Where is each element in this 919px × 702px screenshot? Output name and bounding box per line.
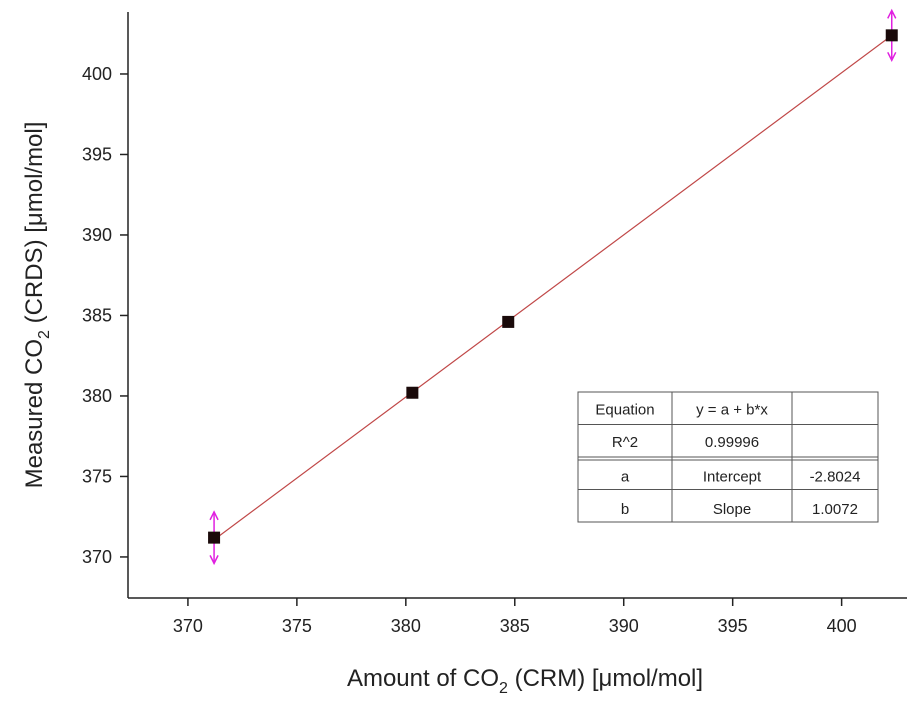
- x-axis-title-text: (CRM) [μmol/mol]: [508, 665, 703, 692]
- table-cell: Equation: [595, 401, 654, 418]
- table-cell: R^2: [612, 434, 638, 451]
- error-cap: [887, 51, 897, 62]
- x-axis-title: Amount of CO2 (CRM) [μmol/mol]: [347, 665, 703, 697]
- table-cell: 0.99996: [705, 434, 759, 451]
- point: [208, 531, 221, 544]
- y-tick-label: 390: [82, 225, 112, 245]
- y-tick-label: 385: [82, 305, 112, 325]
- error-cap: [209, 510, 219, 521]
- table-cell: y = a + b*x: [696, 401, 768, 418]
- x-tick-label: 380: [391, 616, 421, 636]
- table-cell: -2.8024: [810, 468, 861, 485]
- y-axis-title-text: (CRDS) [μmol/mol]: [21, 122, 48, 331]
- point: [502, 315, 515, 328]
- error-cap: [887, 8, 897, 19]
- x-tick-label: 370: [173, 616, 203, 636]
- point: [406, 386, 419, 399]
- y-tick-label: 395: [82, 144, 112, 164]
- y-axis-title-text: Measured CO: [21, 339, 48, 488]
- x-tick-label: 395: [718, 616, 748, 636]
- x-tick-label: 400: [827, 616, 857, 636]
- y-tick-label: 375: [82, 466, 112, 486]
- x-tick-label: 375: [282, 616, 312, 636]
- y-axis-title-sub: 2: [36, 330, 53, 339]
- y-tick-label: 380: [82, 386, 112, 406]
- point: [885, 29, 898, 42]
- x-axis-title-text: Amount of CO: [347, 665, 499, 692]
- table-cell: a: [621, 468, 630, 485]
- y-axis-title: Measured CO2 (CRDS) [μmol/mol]: [21, 122, 53, 489]
- fit-line: [213, 34, 893, 541]
- error-cap: [209, 555, 219, 566]
- table-cell: 1.0072: [812, 501, 858, 518]
- x-axis-title-sub: 2: [499, 680, 508, 697]
- y-tick-label: 400: [82, 64, 112, 84]
- table-cell: Intercept: [703, 468, 762, 485]
- table-cell: Slope: [713, 501, 751, 518]
- y-tick-label: 370: [82, 547, 112, 567]
- table-cell: b: [621, 501, 629, 518]
- x-tick-label: 390: [609, 616, 639, 636]
- x-tick-label: 385: [500, 616, 530, 636]
